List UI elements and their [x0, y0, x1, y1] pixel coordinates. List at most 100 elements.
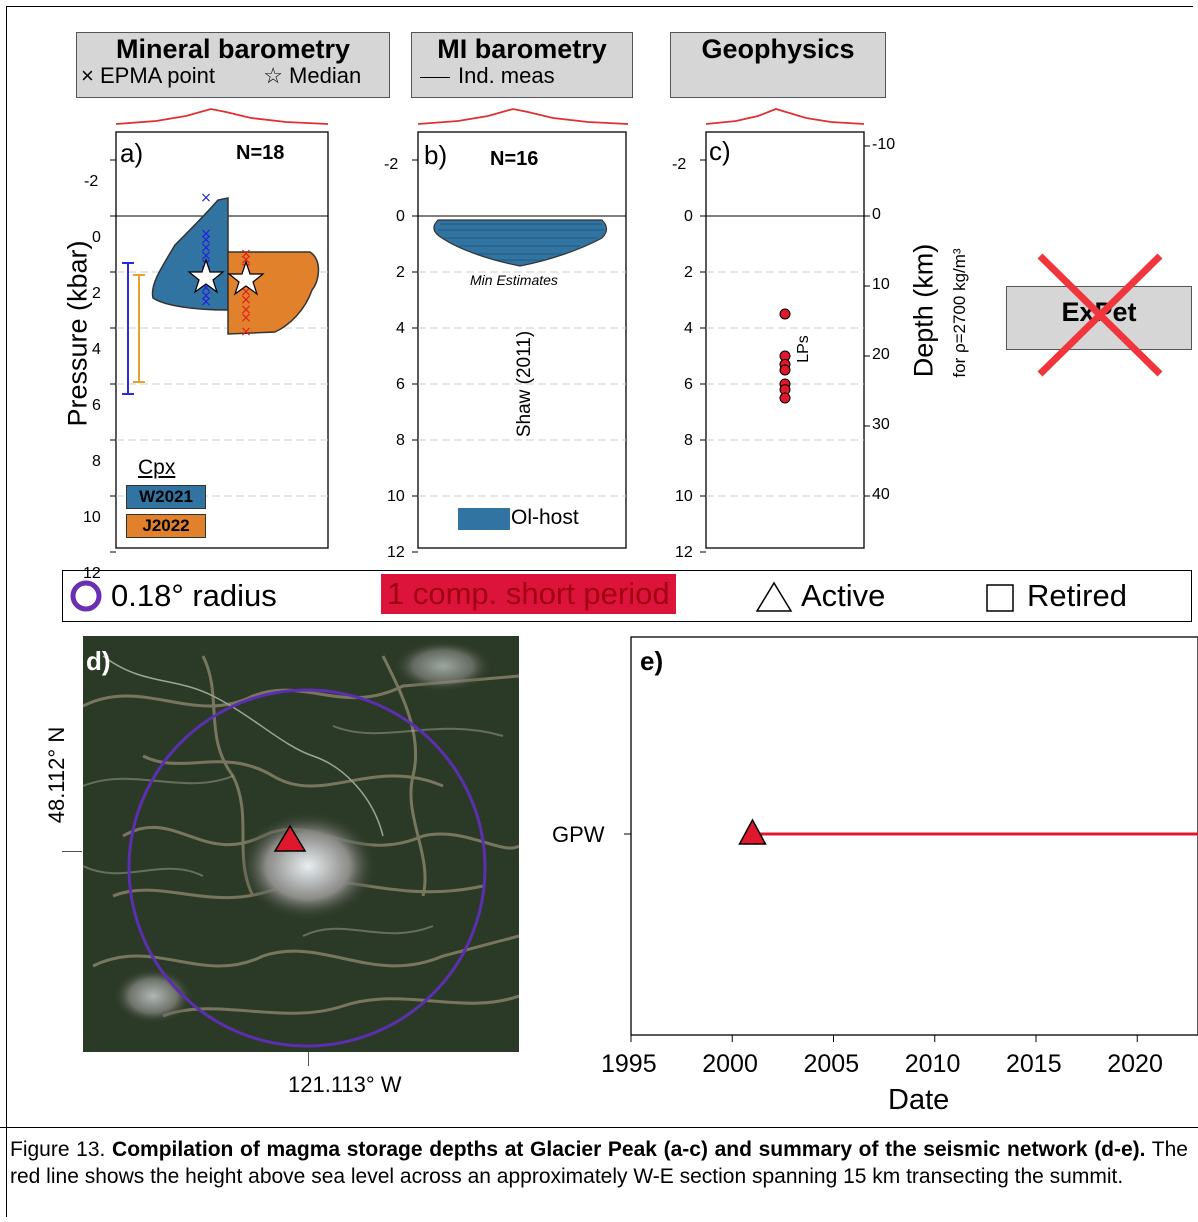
panel-e [624, 636, 1198, 1042]
panel-e-xlabel: Date [888, 1084, 950, 1116]
panel-e-axes [630, 636, 1198, 1036]
ol-host-label: Ol-host [511, 506, 579, 529]
panel-e-xticks: 1995 2000 2005 2010 2015 2020 [560, 1050, 1198, 1080]
depth-sublabel: for ρ=2700 kg/m³ [950, 248, 969, 378]
lp-points [779, 308, 791, 404]
x-marker-icon: × [81, 63, 94, 88]
svg-text:×: × [240, 284, 252, 300]
panel-b-n: N=16 [490, 148, 539, 170]
radius-circle-icon [70, 580, 102, 612]
ytick: 12 [675, 544, 693, 561]
xtick: 2005 [803, 1050, 860, 1078]
header-geophysics-title: Geophysics [701, 34, 855, 64]
svg-text:×: × [200, 288, 212, 304]
xtick: 2000 [702, 1050, 758, 1078]
lps-label: LPs [794, 335, 812, 363]
depth-tick: 0 [872, 206, 881, 223]
panel-a-yticks: -2 0 2 4 6 8 10 12 [40, 173, 200, 582]
xtick: 2015 [1006, 1050, 1062, 1078]
error-bar-j2022 [133, 274, 145, 383]
active-triangle-icon [755, 581, 793, 612]
station-triangle-map [273, 824, 307, 852]
xtick: 2010 [904, 1050, 961, 1078]
svg-text:×: × [240, 310, 252, 326]
epma-points-j2022: ×××× ×××× ×× [240, 246, 252, 340]
legend-short-period-label: 1 comp. short period [387, 576, 670, 611]
legend-short-period: 1 comp. short period [381, 574, 676, 614]
svg-text:×: × [240, 292, 252, 308]
depth-tick: 10 [872, 276, 890, 293]
svg-text:×: × [200, 248, 212, 264]
ytick: 12 [83, 565, 101, 582]
violin-j2022 [227, 251, 320, 335]
ytick: 4 [92, 341, 101, 358]
ytick: 0 [92, 229, 101, 246]
error-bar-w2021 [122, 262, 134, 395]
header-mineral-legend: × EPMA point ☆ Median [77, 65, 389, 87]
star-marker-icon: ☆ [263, 63, 283, 88]
ytick: -2 [384, 156, 399, 173]
satellite-map [83, 636, 519, 1052]
ytick: 6 [396, 376, 405, 393]
svg-text:×: × [200, 280, 212, 296]
ytick: 10 [387, 488, 405, 505]
depth-label: Depth (km) [908, 243, 939, 378]
ol-host-swatch [458, 508, 510, 530]
legend-median: Median [289, 63, 362, 88]
svg-text:×: × [200, 226, 212, 242]
legend-radius-label: 0.18° radius [111, 578, 277, 613]
topo-profile-b [418, 108, 628, 125]
lp-point [779, 308, 791, 320]
lp-point [779, 392, 791, 404]
panel-b-axes [417, 131, 627, 549]
topo-profile-c [706, 108, 864, 125]
svg-text:×: × [200, 190, 212, 206]
ytick: -2 [84, 173, 99, 190]
map-latitude: 48.112° N [44, 726, 69, 824]
lp-point [779, 364, 791, 376]
header-mi-barometry: MI barometry Ind. meas [411, 32, 633, 98]
ytick: 8 [396, 432, 405, 449]
header-mi-title: MI barometry [437, 34, 607, 64]
figure-frame [6, 6, 1193, 1217]
lon-tick [308, 1052, 309, 1066]
min-estimates-label: Min Estimates [470, 272, 558, 288]
ytick: 8 [92, 453, 101, 470]
legend-retired-label: Retired [1027, 578, 1127, 613]
svg-text:×: × [200, 232, 212, 248]
ytick: 2 [92, 285, 101, 302]
ytick: 2 [396, 264, 405, 281]
header-mi-legend: Ind. meas [412, 65, 632, 87]
svg-text:×: × [200, 294, 212, 310]
ytick: 4 [396, 320, 405, 337]
caption-bold: Compilation of magma storage depths at G… [112, 1138, 1146, 1161]
panel-d-letter: d) [86, 646, 111, 676]
ytick: 0 [684, 208, 693, 225]
panel-b [412, 131, 627, 553]
ytick: 10 [83, 509, 101, 526]
panel-b-letter: b) [424, 140, 448, 170]
panel-c [700, 131, 870, 553]
cpx-label: Cpx [138, 456, 176, 479]
violin-ol-host [433, 219, 608, 267]
lat-tick [62, 851, 82, 852]
svg-text:×: × [240, 324, 252, 340]
svg-text:×: × [240, 302, 252, 318]
caption-rest: The red line shows the height above sea … [10, 1138, 1188, 1188]
line-marker-icon [420, 76, 450, 78]
ytick: 2 [684, 264, 693, 281]
caption-prefix: Figure 13. [10, 1138, 113, 1161]
svg-text:×: × [240, 246, 252, 262]
panel-a-n: N=18 [236, 142, 285, 164]
svg-text:×: × [240, 252, 252, 268]
retired-square-icon [986, 584, 1014, 612]
panel-e-letter: e) [640, 646, 664, 676]
legend-epma: EPMA point [99, 63, 215, 88]
figure-caption: Figure 13. Compilation of magma storage … [0, 1127, 1198, 1222]
median-star-w2021 [187, 258, 225, 294]
ytick: 6 [684, 376, 693, 393]
ytick: 12 [387, 544, 405, 561]
ytick: -2 [672, 156, 687, 173]
header-geophysics: Geophysics [670, 32, 886, 98]
header-mineral-barometry: Mineral barometry × EPMA point ☆ Median [76, 32, 390, 98]
